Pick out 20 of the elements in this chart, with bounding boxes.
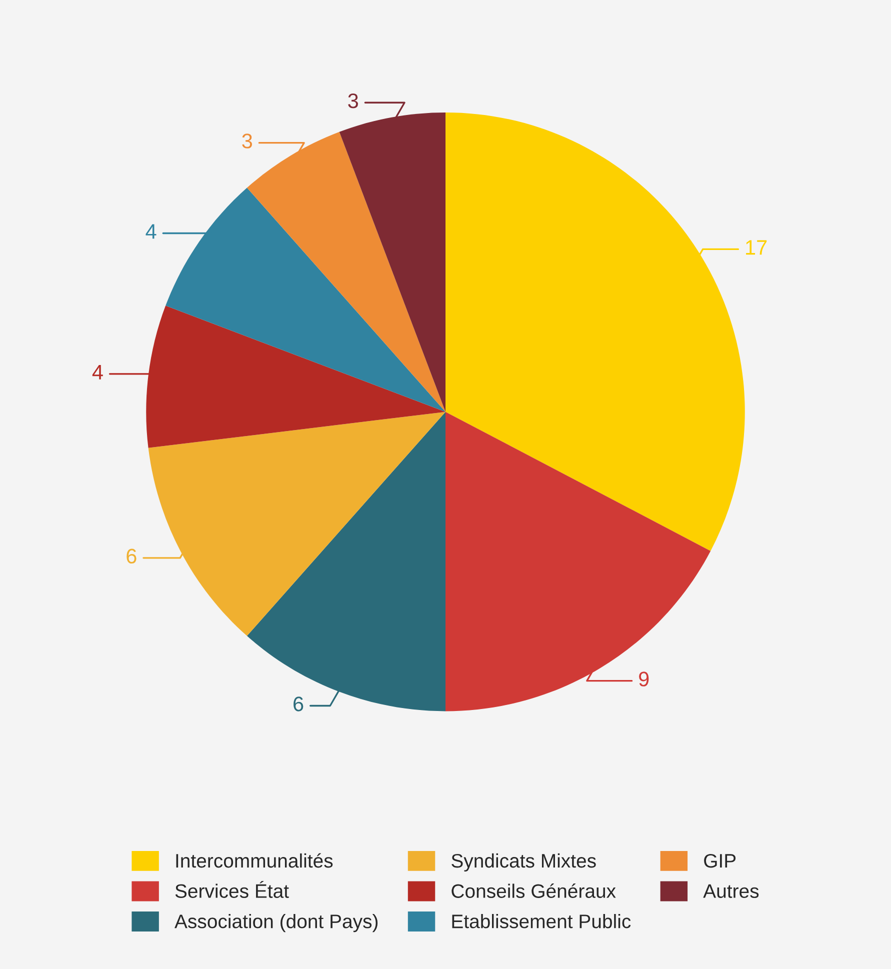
legend-label: Services État (175, 880, 289, 898)
legend-label: Association (dont Pays) (174, 914, 378, 932)
data-label: 9 (639, 672, 649, 686)
data-label: 6 (126, 548, 136, 564)
legend-label: Etablissement Public (452, 914, 631, 928)
pie-slice (166, 188, 446, 412)
pie-slice (246, 412, 446, 712)
legend-label: Syndicats Mixtes (452, 853, 596, 872)
data-label: 3 (242, 134, 252, 148)
legend-label: Conseils Généraux (452, 883, 616, 898)
data-label: 4 (92, 364, 103, 380)
data-label: 17 (746, 240, 767, 255)
data-label: 3 (348, 93, 358, 108)
legend-label: GIP (704, 854, 736, 868)
legend-label: Autres (703, 884, 759, 898)
pie-slice (446, 412, 711, 712)
legend-label: Intercommunalités (176, 853, 333, 868)
data-label: 4 (146, 224, 156, 239)
data-label: 6 (294, 696, 304, 712)
pie-slice (446, 112, 745, 551)
